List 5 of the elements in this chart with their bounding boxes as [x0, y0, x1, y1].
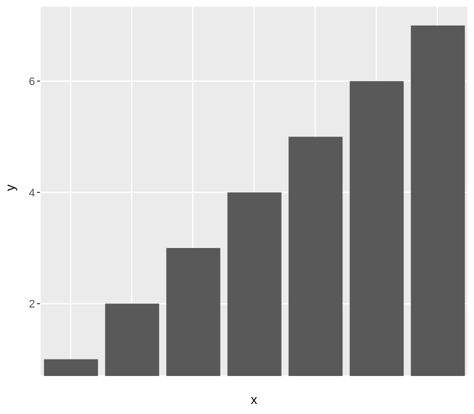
y-axis-title: y: [2, 184, 18, 191]
x-axis-title: x: [250, 392, 258, 407]
y-tick-label: 2: [28, 298, 35, 311]
y-tick-label: 4: [28, 187, 35, 200]
y-tick-label: 6: [28, 76, 35, 88]
